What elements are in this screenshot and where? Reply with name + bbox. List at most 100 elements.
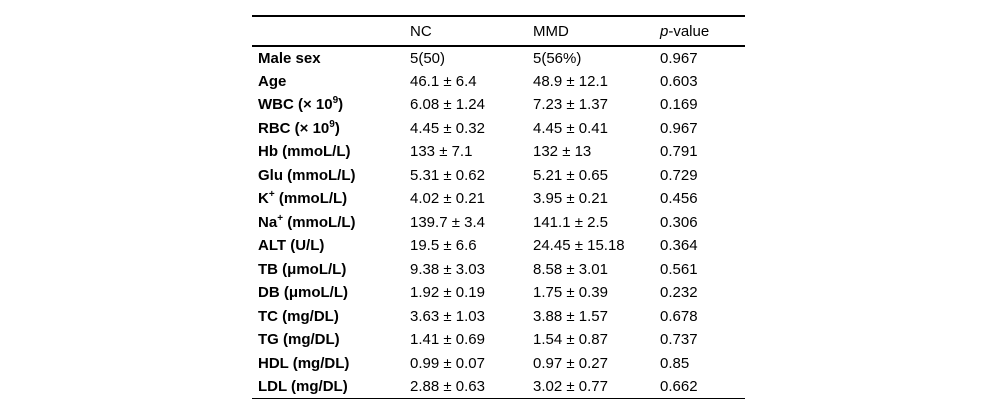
- cell-mmd: 1.54 ± 0.87: [533, 331, 608, 349]
- cell-nc: 6.08 ± 1.24: [410, 96, 485, 114]
- row-label-superscript: +: [268, 189, 275, 201]
- table-row: LDL (mg/DL) 2.88 ± 0.63 3.02 ± 0.77 0.66…: [252, 375, 745, 399]
- table-row: Age 46.1 ± 6.4 48.9 ± 12.1 0.603: [252, 70, 745, 94]
- row-label-superscript: +: [277, 212, 284, 224]
- cell-mmd: 3.02 ± 0.77: [533, 378, 608, 395]
- cell-mmd: 8.58 ± 3.01: [533, 260, 608, 278]
- row-label-text: TB (μmoL/L): [258, 260, 347, 278]
- table-row: Na+ (mmoL/L) 139.7 ± 3.4 141.1 ± 2.5 0.3…: [252, 211, 745, 235]
- table-row: Glu (mmoL/L) 5.31 ± 0.62 5.21 ± 0.65 0.7…: [252, 164, 745, 188]
- row-label-text: TG (mg/DL): [258, 331, 340, 349]
- cell-mmd: 141.1 ± 2.5: [533, 213, 608, 231]
- cell-mmd: 5(56%): [533, 49, 582, 67]
- row-label: Male sex: [252, 46, 410, 70]
- cell-mmd: 3.95 ± 0.21: [533, 190, 608, 208]
- cell-nc: 46.1 ± 6.4: [410, 72, 477, 90]
- row-label: Age: [252, 70, 410, 94]
- row-label-text: DB (μmoL/L): [258, 284, 348, 302]
- cell-mmd: 48.9 ± 12.1: [533, 72, 608, 90]
- cell-pvalue: 0.85: [660, 354, 690, 372]
- table-row: HDL (mg/DL) 0.99 ± 0.07 0.97 ± 0.27 0.85: [252, 352, 745, 376]
- column-header-empty: [252, 16, 410, 47]
- cell-pvalue: 0.967: [660, 119, 698, 137]
- row-label: WBC (× 109): [252, 93, 410, 117]
- row-label: RBC (× 109): [252, 117, 410, 141]
- row-label: TG (mg/DL): [252, 328, 410, 352]
- column-header-nc: NC: [410, 16, 533, 47]
- cell-pvalue: 0.791: [660, 143, 698, 161]
- row-label: DB (μmoL/L): [252, 281, 410, 305]
- table-body: Male sex 5(50) 5(56%) 0.967 Age 46.1 ± 6…: [252, 46, 745, 399]
- cell-pvalue: 0.456: [660, 190, 698, 208]
- cell-pvalue: 0.662: [660, 378, 698, 395]
- cell-mmd: 3.88 ± 1.57: [533, 307, 608, 325]
- row-label-unit: (mmoL/L): [283, 213, 356, 231]
- column-header-mmd: MMD: [533, 16, 660, 47]
- cell-nc: 1.41 ± 0.69: [410, 331, 485, 349]
- row-label-superscript: 9: [332, 95, 339, 107]
- table-row: Hb (mmoL/L) 133 ± 7.1 132 ± 13 0.791: [252, 140, 745, 164]
- row-label-text: LDL (mg/DL): [258, 378, 348, 395]
- cell-nc: 4.02 ± 0.21: [410, 190, 485, 208]
- cell-mmd: 132 ± 13: [533, 143, 592, 161]
- row-label-text: ALT (U/L): [258, 237, 325, 255]
- cell-pvalue: 0.232: [660, 284, 698, 302]
- cell-nc: 5.31 ± 0.62: [410, 166, 485, 184]
- row-label-unit: ): [334, 119, 340, 137]
- cell-pvalue: 0.306: [660, 213, 698, 231]
- table-row: TB (μmoL/L) 9.38 ± 3.03 8.58 ± 3.01 0.56…: [252, 258, 745, 282]
- cell-nc: 2.88 ± 0.63: [410, 378, 485, 395]
- table-row: TC (mg/DL) 3.63 ± 1.03 3.88 ± 1.57 0.678: [252, 305, 745, 329]
- cell-nc: 139.7 ± 3.4: [410, 213, 485, 231]
- cell-pvalue: 0.967: [660, 49, 698, 67]
- row-label: TB (μmoL/L): [252, 258, 410, 282]
- row-label: TC (mg/DL): [252, 305, 410, 329]
- row-label-text: HDL (mg/DL): [258, 354, 350, 372]
- cell-nc: 0.99 ± 0.07: [410, 354, 485, 372]
- row-label-text: Hb (mmoL/L): [258, 143, 351, 161]
- cell-mmd: 24.45 ± 15.18: [533, 237, 625, 255]
- cell-mmd: 5.21 ± 0.65: [533, 166, 608, 184]
- column-header-pvalue: p-value: [660, 16, 745, 47]
- table-row: Male sex 5(50) 5(56%) 0.967: [252, 46, 745, 70]
- row-label-text: K: [258, 190, 269, 208]
- row-label-text: TC (mg/DL): [258, 307, 339, 325]
- row-label-text: Age: [258, 72, 287, 90]
- cell-pvalue: 0.169: [660, 96, 698, 114]
- table-row: DB (μmoL/L) 1.92 ± 0.19 1.75 ± 0.39 0.23…: [252, 281, 745, 305]
- cell-pvalue: 0.737: [660, 331, 698, 349]
- row-label: LDL (mg/DL): [252, 375, 410, 399]
- row-label: HDL (mg/DL): [252, 352, 410, 376]
- table-row: K+ (mmoL/L) 4.02 ± 0.21 3.95 ± 0.21 0.45…: [252, 187, 745, 211]
- row-label-text: Male sex: [258, 49, 321, 67]
- cell-nc: 19.5 ± 6.6: [410, 237, 477, 255]
- row-label: K+ (mmoL/L): [252, 187, 410, 211]
- pvalue-rest: -value: [668, 22, 710, 40]
- pvalue-italic-p: p: [660, 22, 669, 40]
- row-label-text: Na: [258, 213, 278, 231]
- cell-nc: 3.63 ± 1.03: [410, 307, 485, 325]
- row-label-superscript: 9: [329, 118, 335, 130]
- cell-pvalue: 0.561: [660, 260, 698, 278]
- row-label: Glu (mmoL/L): [252, 164, 410, 188]
- cell-pvalue: 0.603: [660, 72, 698, 90]
- cell-nc: 9.38 ± 3.03: [410, 260, 485, 278]
- cell-mmd: 7.23 ± 1.37: [533, 96, 608, 114]
- cell-nc: 133 ± 7.1: [410, 143, 473, 161]
- row-label: Hb (mmoL/L): [252, 140, 410, 164]
- row-label-text: Glu (mmoL/L): [258, 166, 356, 184]
- table-row: TG (mg/DL) 1.41 ± 0.69 1.54 ± 0.87 0.737: [252, 328, 745, 352]
- cell-mmd: 1.75 ± 0.39: [533, 284, 608, 302]
- row-label: ALT (U/L): [252, 234, 410, 258]
- cell-nc: 5(50): [410, 49, 446, 67]
- row-label-text: RBC (× 10: [258, 119, 330, 137]
- cell-nc: 4.45 ± 0.32: [410, 119, 485, 137]
- cell-mmd: 0.97 ± 0.27: [533, 354, 608, 372]
- cell-nc: 1.92 ± 0.19: [410, 284, 485, 302]
- table-row: RBC (× 109) 4.45 ± 0.32 4.45 ± 0.41 0.96…: [252, 117, 745, 141]
- row-label: Na+ (mmoL/L): [252, 211, 410, 235]
- row-label-unit: ): [338, 96, 344, 114]
- header-row: NC MMD p-value: [252, 16, 745, 47]
- cell-pvalue: 0.678: [660, 307, 698, 325]
- table-row: WBC (× 109) 6.08 ± 1.24 7.23 ± 1.37 0.16…: [252, 93, 745, 117]
